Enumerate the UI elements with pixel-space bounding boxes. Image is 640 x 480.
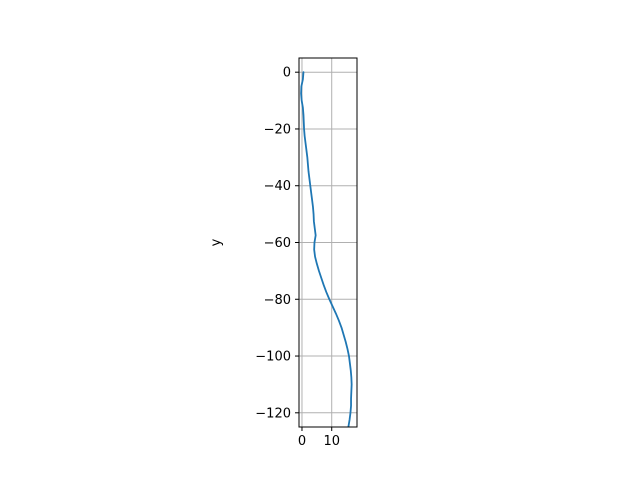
y-tick-label: −20 bbox=[264, 122, 291, 137]
x-tick-label: 10 bbox=[323, 434, 340, 449]
y-axis-label: y bbox=[209, 238, 224, 246]
y-tick-label: −60 bbox=[264, 236, 291, 251]
x-tick-label: 0 bbox=[298, 434, 306, 449]
ticks: 0 −20 −40 −60 −80 −100 −120 0 10 bbox=[255, 66, 340, 449]
y-tick-label: 0 bbox=[283, 66, 291, 81]
y-tick-label: −120 bbox=[255, 406, 291, 421]
series-group bbox=[300, 71, 353, 427]
series-line-0 bbox=[300, 71, 353, 427]
y-tick-label: −40 bbox=[264, 179, 291, 194]
grid bbox=[299, 58, 357, 427]
y-tick-label: −100 bbox=[255, 350, 291, 365]
y-tick-label: −80 bbox=[264, 293, 291, 308]
